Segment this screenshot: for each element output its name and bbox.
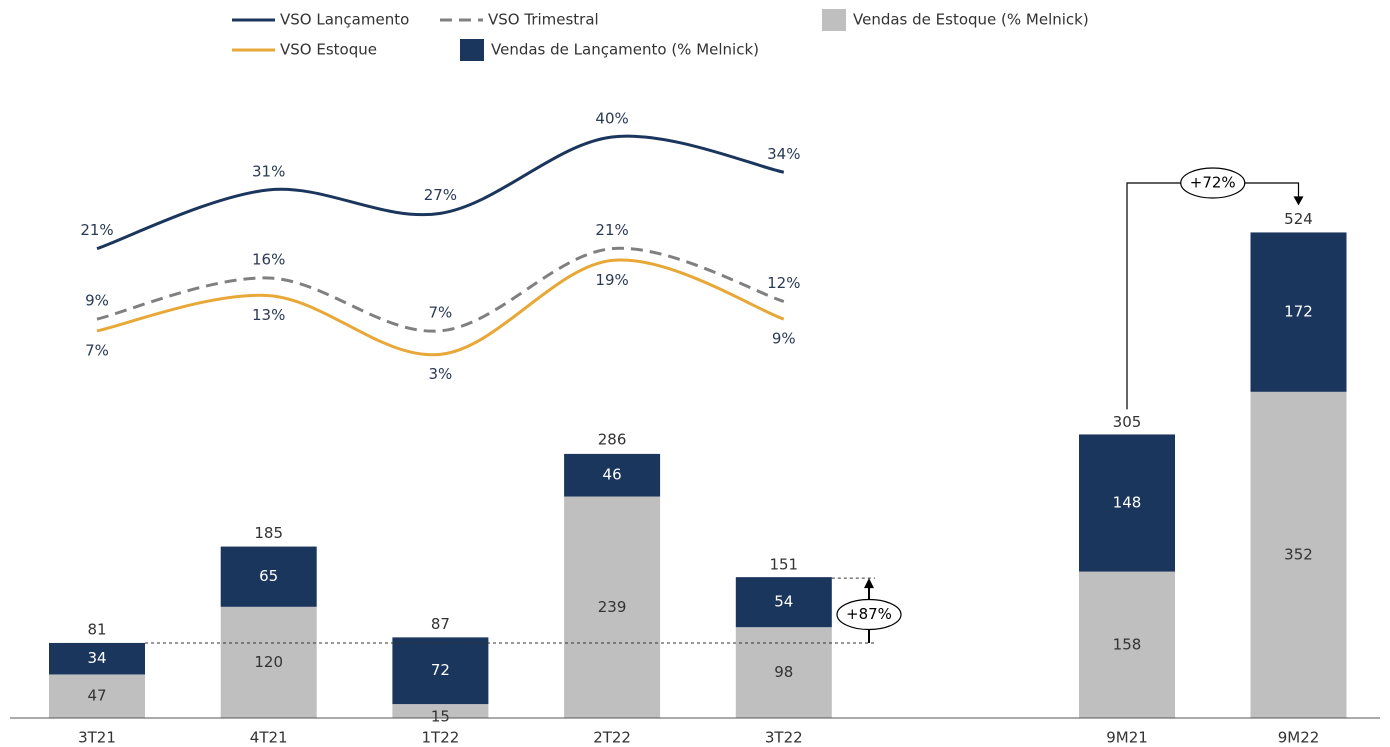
arrow-head (864, 578, 874, 589)
x-tick-label: 9M22 (1278, 729, 1320, 747)
bar-segment (220, 546, 317, 607)
bar-value-label: 239 (598, 598, 627, 616)
bar-segment (564, 496, 661, 718)
x-tick-label: 1T22 (422, 729, 460, 747)
line-value-label: 9% (85, 292, 109, 310)
line-value-label: 21% (595, 221, 628, 239)
bar-value-label: 65 (259, 567, 278, 585)
bar-value-label: 148 (1113, 494, 1142, 512)
bar-value-label: 54 (774, 593, 793, 611)
legend-label: Vendas de Lançamento (% Melnick) (491, 41, 759, 59)
line-value-label: 21% (80, 221, 113, 239)
line-value-label: 27% (424, 186, 457, 204)
bar-value-label: 98 (774, 663, 793, 681)
line-value-label: 16% (252, 251, 285, 269)
bar-segment (564, 453, 661, 497)
legend-label: VSO Lançamento (280, 11, 409, 29)
bar-value-label: 34 (87, 649, 106, 667)
bar-value-label: 120 (254, 653, 283, 671)
x-tick-label: 3T21 (78, 729, 116, 747)
bar-value-label: 158 (1113, 635, 1142, 653)
total-label: 305 (1113, 413, 1142, 431)
bar-value-label: 15 (431, 708, 450, 726)
bar-segment (1250, 391, 1347, 718)
bar-value-label: 46 (603, 466, 622, 484)
legend-label: VSO Estoque (280, 41, 377, 59)
line-value-label: 12% (767, 274, 800, 292)
x-tick-label: 2T22 (593, 729, 631, 747)
total-label: 185 (254, 524, 283, 542)
x-tick-label: 9M21 (1106, 729, 1148, 747)
x-tick-label: 3T22 (765, 729, 803, 747)
legend-label: VSO Trimestral (488, 11, 599, 29)
legend-swatch (822, 9, 846, 31)
line-series (96, 134, 785, 251)
bar-segment (1250, 232, 1347, 392)
total-label: 286 (598, 430, 627, 448)
line-value-label: 3% (429, 365, 453, 383)
bar-value-label: 72 (431, 661, 450, 679)
line-value-label: 7% (429, 303, 453, 321)
total-label: 524 (1284, 210, 1313, 228)
line-value-label: 9% (772, 330, 796, 348)
annotation-bubble (1180, 167, 1246, 199)
bar-segment (1079, 571, 1175, 718)
annotation-bubble (836, 598, 902, 631)
line-value-label: 40% (595, 110, 628, 128)
bar-segment (49, 642, 145, 675)
bar-segment (1079, 434, 1175, 572)
bar-segment (392, 704, 489, 718)
line-value-label: 19% (595, 271, 628, 289)
bar-segment (220, 606, 317, 718)
annotation: +72% (1190, 174, 1236, 192)
total-label: 81 (87, 620, 106, 638)
bar-segment (735, 627, 832, 718)
line-series (96, 246, 785, 333)
x-tick-label: 4T21 (250, 729, 288, 747)
bar-segment (735, 577, 832, 628)
total-label: 87 (431, 615, 450, 633)
line-series (96, 258, 785, 357)
bar-value-label: 352 (1284, 545, 1313, 563)
bar-segment (392, 637, 489, 705)
total-label: 151 (769, 556, 798, 574)
bar-segment (49, 674, 145, 718)
line-value-label: 7% (85, 341, 109, 359)
line-value-label: 13% (252, 306, 285, 324)
bar-value-label: 47 (87, 687, 106, 705)
line-value-label: 31% (252, 162, 285, 180)
annotation: +87% (846, 605, 892, 623)
legend-label: Vendas de Estoque (% Melnick) (853, 11, 1089, 29)
legend-swatch (460, 39, 484, 61)
arrow-head (1293, 196, 1304, 206)
line-value-label: 34% (767, 145, 800, 163)
bar-value-label: 172 (1284, 303, 1313, 321)
